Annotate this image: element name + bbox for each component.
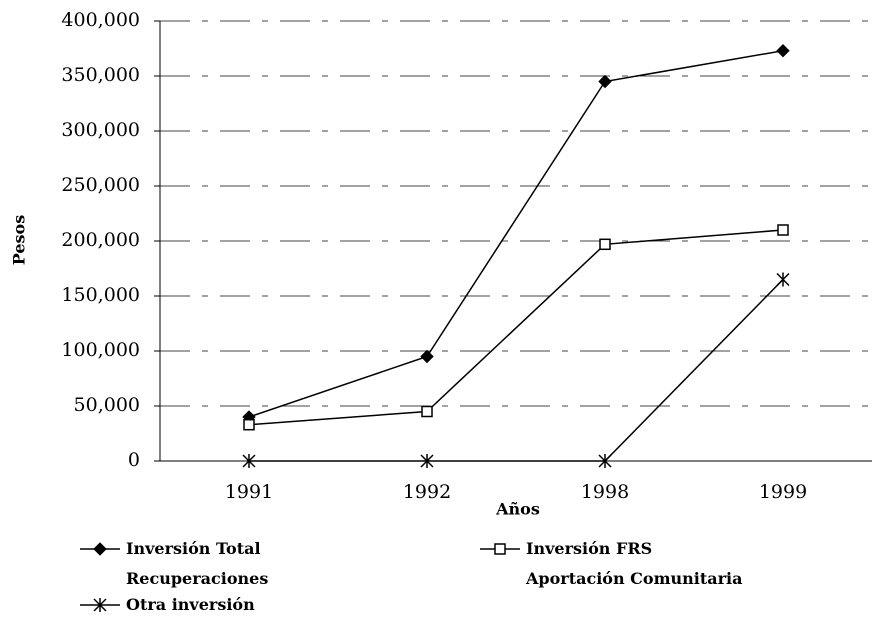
y-tick-label: 150,000 (61, 284, 140, 306)
x-tick-label: 1998 (581, 481, 629, 503)
legend-marker (494, 543, 506, 555)
y-tick-label: 200,000 (61, 229, 140, 251)
x-tick-label: 1992 (403, 481, 451, 503)
legend-label: Otra inversión (126, 595, 255, 614)
legend-label: Inversión FRS Aportación Comunitaria (526, 539, 743, 588)
marker (599, 238, 611, 251)
y-tick-label: 0 (128, 449, 140, 471)
marker (421, 405, 433, 418)
x-tick-label: 1999 (759, 481, 807, 503)
y-tick-label: 100,000 (61, 339, 140, 361)
marker (598, 454, 612, 468)
y-tick-label: 50,000 (74, 394, 140, 416)
series-line (248, 229, 784, 426)
marker (242, 454, 256, 468)
marker (243, 418, 255, 431)
marker (776, 272, 790, 287)
marker (777, 224, 789, 236)
y-axis-title: Pesos (10, 215, 29, 265)
x-axis-title: Años (495, 500, 540, 519)
x-tick-label: 1991 (225, 481, 273, 503)
y-tick-label: 400,000 (61, 9, 140, 31)
legend-marker (93, 598, 107, 612)
marker (420, 454, 434, 468)
marker (598, 74, 612, 89)
marker (420, 349, 434, 364)
series-line (248, 49, 784, 418)
legend-label: Inversión Total Recuperaciones (126, 539, 269, 588)
legend-marker (93, 542, 107, 556)
y-tick-label: 250,000 (61, 174, 140, 196)
y-tick-label: 350,000 (61, 64, 140, 86)
y-tick-label: 300,000 (61, 119, 140, 141)
series-line (249, 278, 784, 462)
marker (776, 43, 790, 58)
